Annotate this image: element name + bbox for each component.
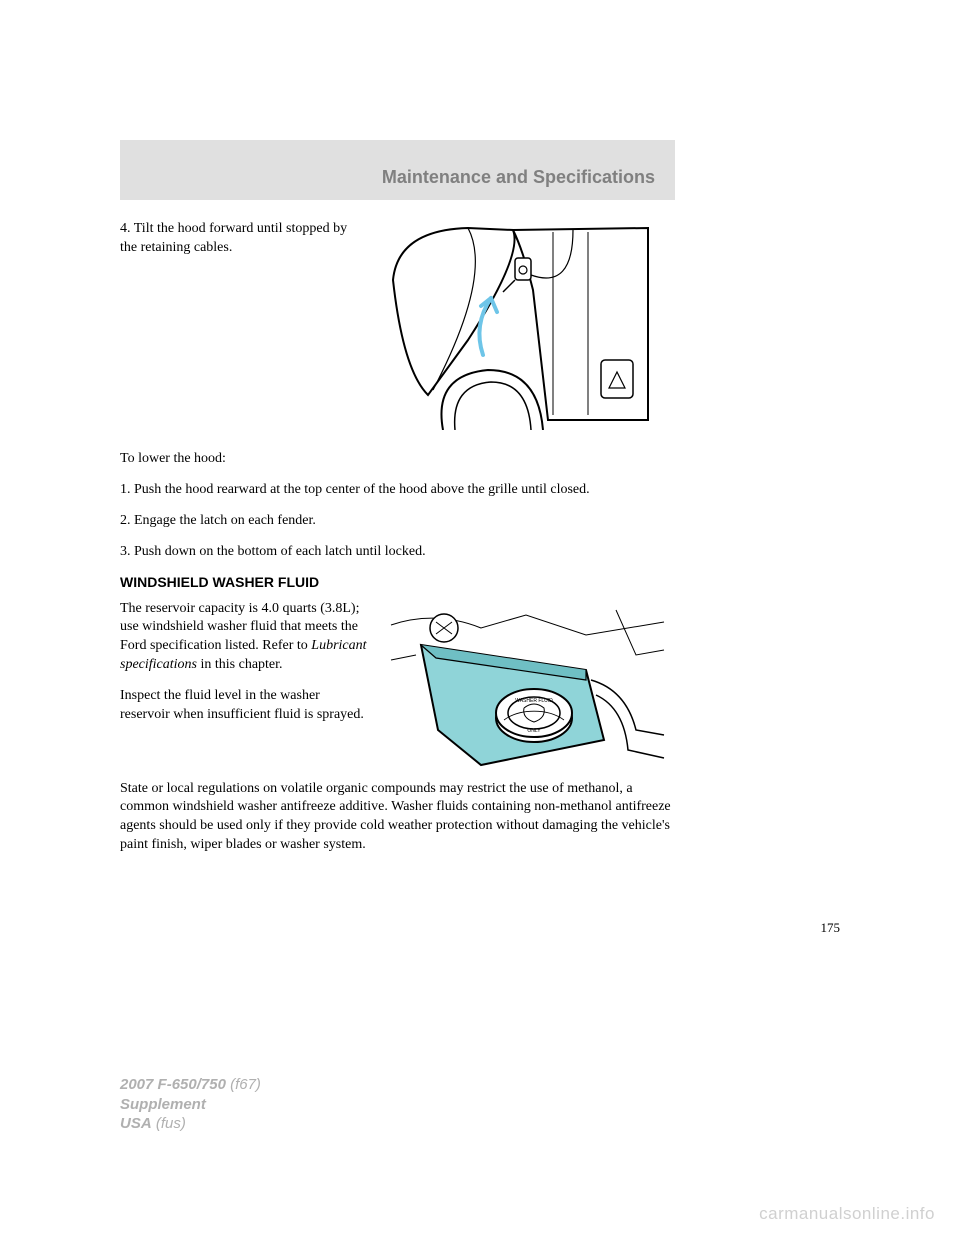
page-number: 175 <box>285 920 840 936</box>
svg-text:WASHER FLUID: WASHER FLUID <box>515 698 553 704</box>
svg-text:ONLY: ONLY <box>527 728 541 734</box>
lower-hood-intro: To lower the hood: <box>120 450 675 469</box>
washer-text-column: The reservoir capacity is 4.0 quarts (3.… <box>120 600 368 780</box>
chapter-header-bar: Maintenance and Specifications <box>120 140 675 200</box>
lower-hood-step2: 2. Engage the latch on each fender. <box>120 512 675 531</box>
lower-hood-step1: 1. Push the hood rearward at the top cen… <box>120 481 675 500</box>
footer-line1: 2007 F-650/750 (f67) <box>120 1075 261 1095</box>
washer-reservoir-illustration: WASHER FLUID ONLY <box>386 600 666 780</box>
body-content: 4. Tilt the hood forward until stopped b… <box>120 200 675 855</box>
washer-inspect-para: Inspect the fluid level in the washer re… <box>120 687 368 725</box>
washer-p1b: in this chapter. <box>197 657 283 672</box>
footer-block: 2007 F-650/750 (f67) Supplement USA (fus… <box>120 1075 261 1134</box>
footer-code2: (fus) <box>152 1115 186 1132</box>
washer-capacity-para: The reservoir capacity is 4.0 quarts (3.… <box>120 600 368 676</box>
chapter-title: Maintenance and Specifications <box>382 167 655 188</box>
lower-hood-step3: 3. Push down on the bottom of each latch… <box>120 543 675 562</box>
hood-step4-text: 4. Tilt the hood forward until stopped b… <box>120 220 355 418</box>
footer-region: USA <box>120 1115 152 1132</box>
hood-tilt-row: 4. Tilt the hood forward until stopped b… <box>120 220 675 430</box>
footer-line3: USA (fus) <box>120 1114 261 1134</box>
footer-supplement: Supplement <box>120 1095 261 1115</box>
page-content: Maintenance and Specifications 4. Tilt t… <box>120 140 840 867</box>
footer-model: 2007 F-650/750 <box>120 1076 226 1093</box>
footer-code1: (f67) <box>226 1076 261 1093</box>
washer-regulations-para: State or local regulations on volatile o… <box>120 780 675 856</box>
hood-tilt-illustration <box>373 220 653 430</box>
watermark-text: carmanualsonline.info <box>759 1204 935 1224</box>
washer-row: The reservoir capacity is 4.0 quarts (3.… <box>120 600 675 780</box>
washer-fluid-heading: WINDSHIELD WASHER FLUID <box>120 574 675 590</box>
